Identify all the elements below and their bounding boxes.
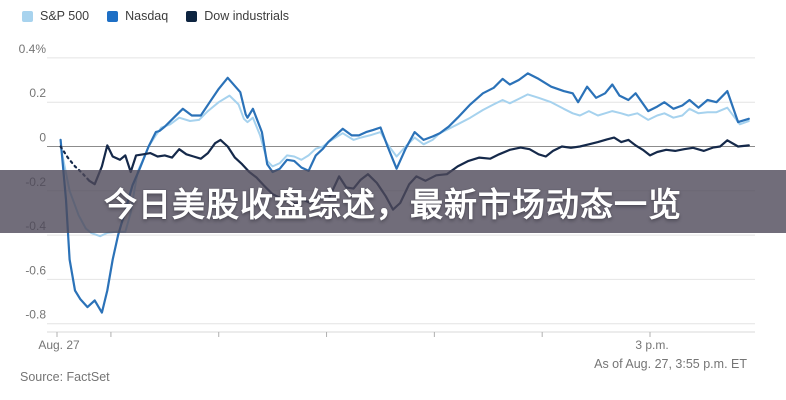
- legend-label-dow: Dow industrials: [204, 9, 289, 23]
- x-axis-tick-label: Aug. 27: [38, 338, 80, 352]
- y-axis-tick-label: -0.8: [25, 308, 46, 322]
- headline-banner: 今日美股收盘综述，最新市场动态一览: [0, 170, 786, 233]
- y-axis-tick-label: 0.4%: [19, 42, 47, 56]
- dow-swatch-icon: [186, 10, 198, 22]
- headline-text: 今日美股收盘综述，最新市场动态一览: [104, 185, 682, 223]
- y-axis-tick-label: -0.6: [25, 263, 46, 277]
- legend-label-sp500: S&P 500: [40, 9, 90, 23]
- asof-label: As of Aug. 27, 3:55 p.m. ET: [594, 357, 747, 371]
- y-axis-tick-label: 0: [39, 131, 46, 145]
- legend-item-nasdaq: Nasdaq: [107, 9, 168, 23]
- series-line-nasdaq: [59, 72, 750, 314]
- chart-legend: S&P 500 Nasdaq Dow industrials: [22, 9, 289, 23]
- source-label: Source: FactSet: [20, 370, 110, 384]
- x-axis-tick-label: 3 p.m.: [635, 338, 668, 352]
- nasdaq-swatch-icon: [107, 10, 119, 22]
- y-axis-tick-label: 0.2: [29, 86, 46, 100]
- sp500-swatch-icon: [22, 10, 33, 22]
- legend-label-nasdaq: Nasdaq: [125, 9, 169, 23]
- legend-item-dow: Dow industrials: [186, 9, 289, 23]
- legend-item-sp500: S&P 500: [22, 9, 89, 23]
